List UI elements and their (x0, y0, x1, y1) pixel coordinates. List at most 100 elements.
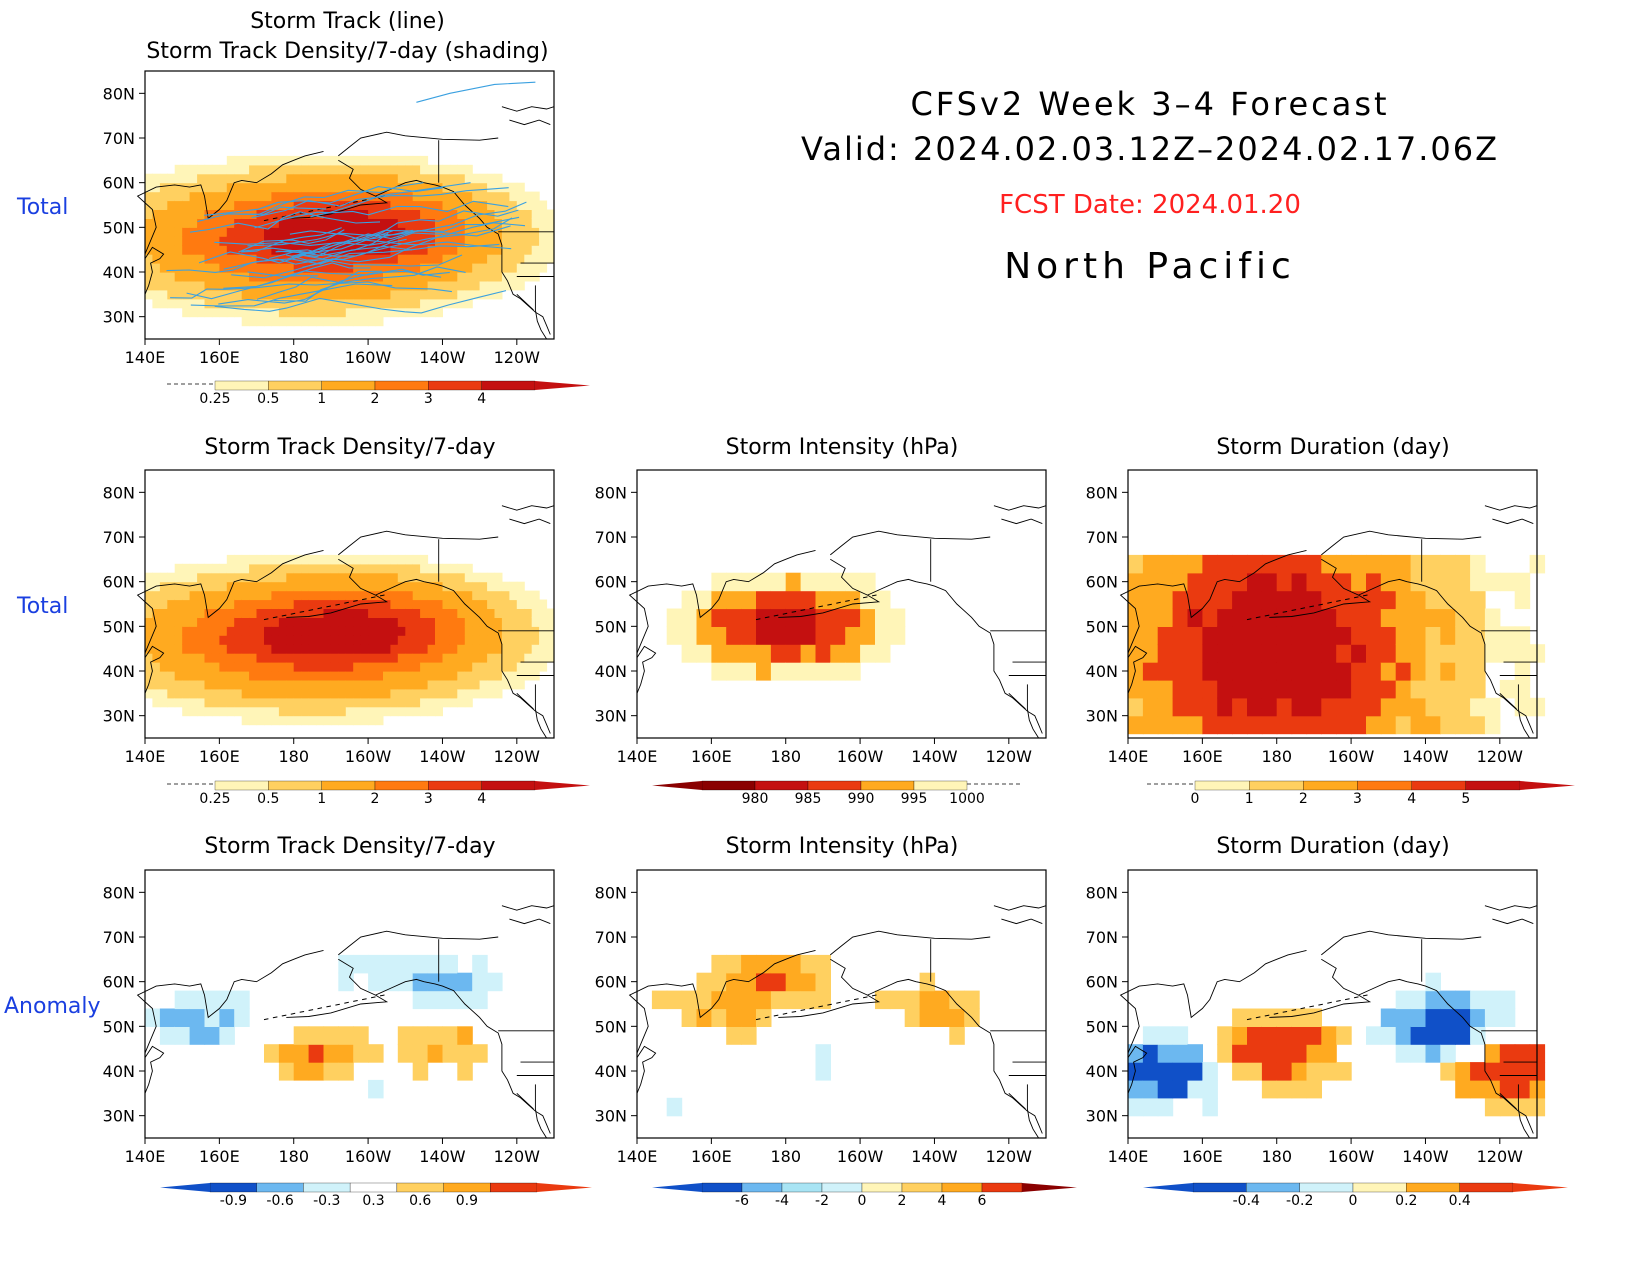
field-cell (711, 1008, 727, 1027)
field-cell (197, 599, 206, 609)
field-cell (1187, 608, 1203, 627)
field-cell (234, 173, 243, 184)
field-cell (1128, 715, 1144, 735)
field-cell (464, 644, 473, 654)
field-cell (301, 644, 310, 654)
field-cell (420, 572, 429, 583)
field-cell (546, 236, 555, 246)
field-cell (278, 307, 287, 318)
field-cell (1232, 679, 1248, 699)
field-cell (494, 671, 503, 681)
field-cell (241, 617, 250, 627)
colorbar-bin (321, 380, 376, 391)
coast-segment (144, 645, 165, 694)
field-cell (219, 227, 228, 237)
field-cell (278, 209, 287, 219)
field-cell (435, 679, 443, 690)
field-cell (479, 245, 488, 255)
field-cell (219, 662, 228, 672)
field-cell (531, 644, 540, 654)
field-cell (338, 972, 354, 992)
field-cell (278, 688, 287, 699)
field-cell (412, 1062, 429, 1081)
field-cell (412, 155, 421, 166)
field-cell (345, 626, 354, 636)
coast-segment (375, 179, 551, 335)
field-cell (457, 272, 466, 282)
field-cell (531, 245, 540, 255)
field-cell (241, 671, 250, 681)
field-cell (234, 590, 243, 601)
field-cell (219, 164, 228, 175)
field-cell (449, 671, 458, 681)
field-cell (1455, 644, 1471, 663)
field-cell (405, 191, 414, 202)
field-cell (241, 572, 250, 583)
field-cell (226, 617, 235, 627)
coast-segment (778, 958, 881, 1018)
field-cell (204, 227, 213, 237)
field-cell (182, 653, 191, 663)
island (1282, 1011, 1288, 1013)
field-cell (219, 617, 228, 627)
field-cell (360, 563, 369, 574)
field-cell (464, 280, 473, 291)
colorbar-tick-label: 3 (424, 791, 433, 807)
field-cell (219, 218, 228, 228)
field-cell (338, 662, 347, 672)
field-cell (501, 218, 510, 228)
field-cell (197, 706, 206, 717)
field-cell (546, 644, 555, 654)
field-cell (264, 715, 272, 726)
field-cell (174, 280, 183, 291)
field-cell (368, 218, 377, 228)
field-cell (330, 307, 339, 318)
field-cell (726, 662, 742, 681)
lat-tick-label: 60N (103, 174, 135, 193)
field-cell (197, 653, 206, 663)
island (1255, 616, 1261, 619)
field-cell (390, 254, 399, 264)
field-cell (397, 1044, 414, 1063)
field-cell (397, 298, 406, 309)
field-cell (368, 972, 384, 992)
field-cell (197, 272, 206, 282)
field-cell (860, 590, 876, 610)
colorbar-bin (1352, 1182, 1407, 1193)
field-cell (189, 662, 198, 672)
field-cell (226, 697, 235, 708)
field-cell (271, 155, 280, 166)
field-cell (449, 688, 458, 699)
colorbar-tick-label: 990 (848, 791, 875, 807)
field-cell (264, 626, 272, 636)
field-cell (464, 209, 473, 219)
field-cell (1499, 644, 1516, 663)
field-cell (182, 254, 191, 264)
field-cell (1291, 1026, 1308, 1045)
field-cell (435, 688, 443, 699)
field-cell (301, 706, 310, 717)
lat-tick-label: 80N (103, 883, 135, 902)
field-cell (197, 173, 206, 184)
field-cell (531, 209, 540, 219)
field-cell (539, 599, 548, 609)
lat-tick-label: 30N (1086, 1107, 1118, 1126)
field-cell (479, 671, 488, 681)
field-cell (464, 236, 473, 246)
field-cell (241, 173, 250, 184)
field-cell (1202, 697, 1218, 717)
field-cell (427, 209, 436, 219)
colorbar-tick-label: -0.2 (1286, 1193, 1313, 1209)
field-cell (741, 954, 757, 974)
island (862, 596, 868, 599)
field-cell (353, 572, 362, 583)
field-cell (412, 289, 421, 300)
field-cell (338, 635, 347, 645)
field-cell (427, 563, 436, 574)
field-cell (301, 254, 310, 264)
lon-tick-label: 180 (770, 747, 801, 766)
field-cell (256, 289, 265, 300)
field-cell (323, 697, 332, 708)
field-cell (271, 581, 280, 592)
field-cell (226, 245, 235, 255)
